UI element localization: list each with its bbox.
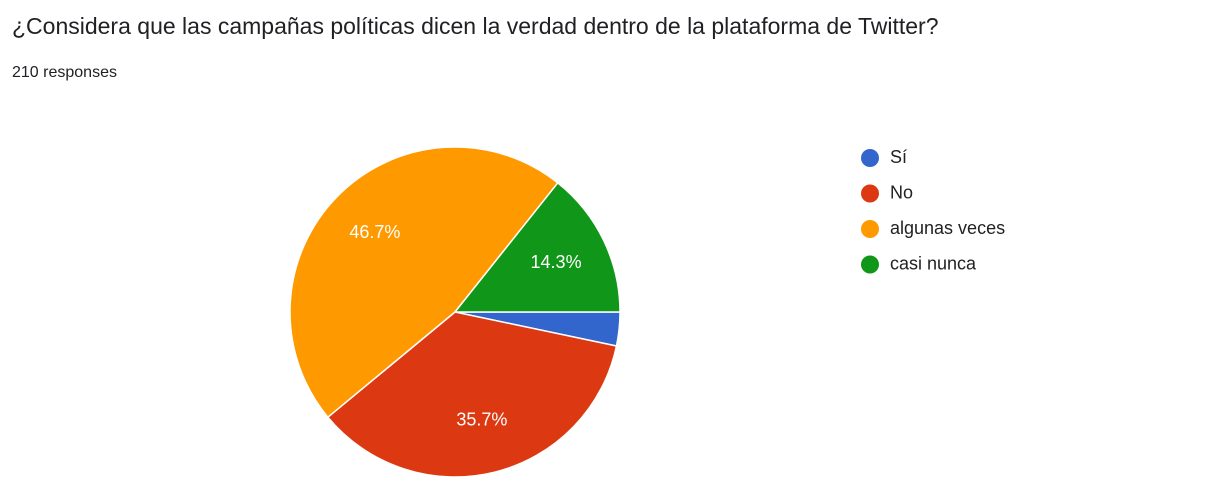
slice-label: 46.7% bbox=[349, 222, 400, 242]
slice-label: 14.3% bbox=[531, 252, 582, 272]
legend-marker bbox=[861, 255, 879, 274]
legend-label: Sí bbox=[890, 147, 907, 167]
slice-label: 35.7% bbox=[456, 410, 507, 430]
legend-marker bbox=[861, 220, 879, 238]
legend-label: algunas veces bbox=[890, 218, 1005, 238]
legend-label: casi nunca bbox=[890, 253, 977, 273]
pie-slice bbox=[289, 146, 559, 419]
legend-marker bbox=[861, 149, 879, 167]
legend-marker bbox=[861, 184, 879, 203]
chart-subtitle: 210 responses bbox=[12, 64, 117, 81]
legend-label: No bbox=[890, 182, 913, 202]
chart-title: ¿Considera que las campañas políticas di… bbox=[12, 13, 939, 39]
pie-slice bbox=[453, 181, 621, 313]
pie-slice bbox=[326, 311, 618, 478]
